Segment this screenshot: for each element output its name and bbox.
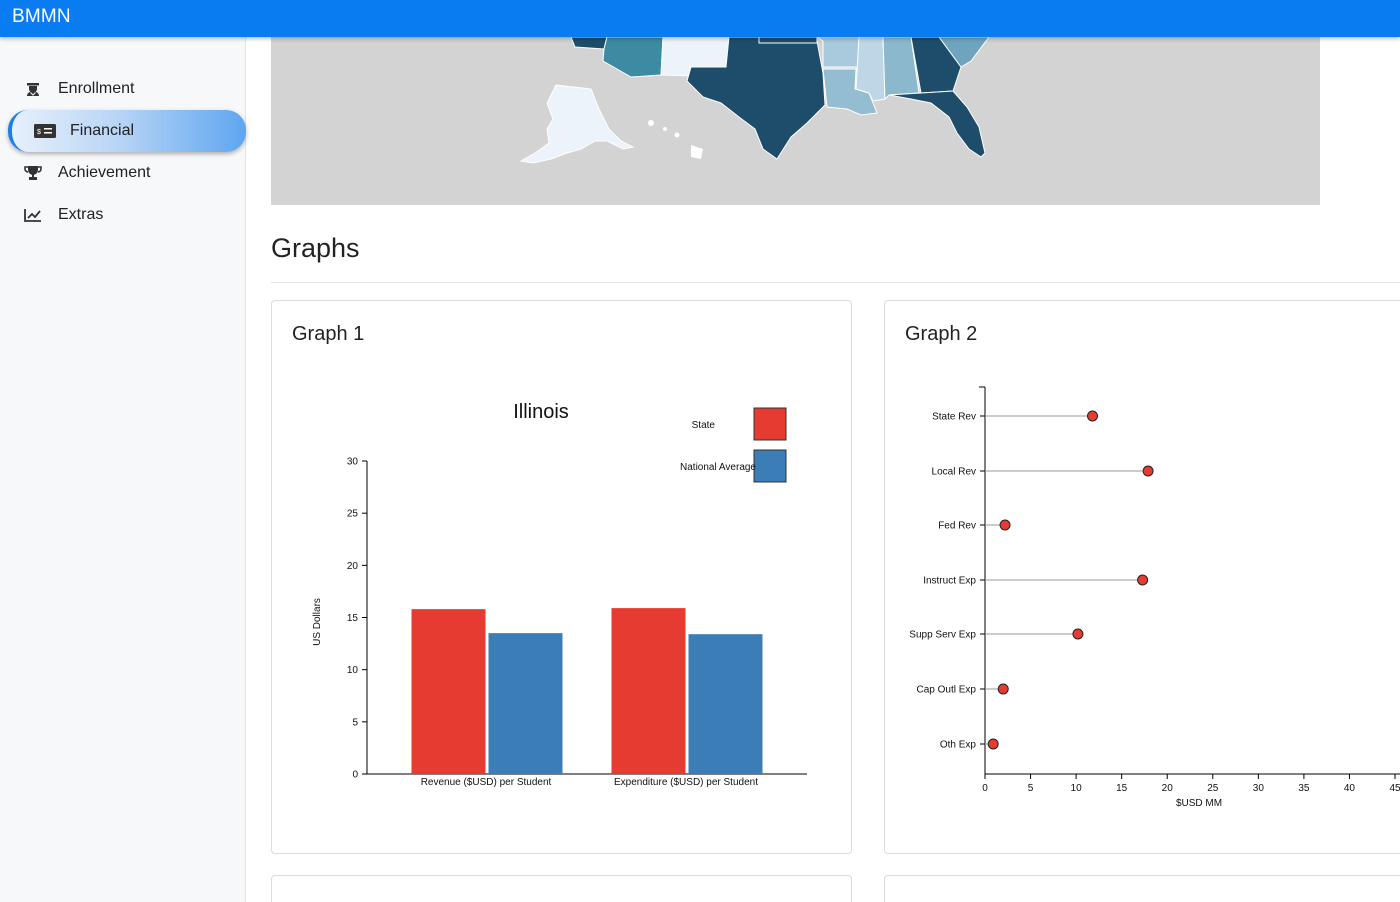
x-axis-label: $USD MM xyxy=(1176,798,1222,809)
legend-label: National Average xyxy=(680,462,756,473)
map-state xyxy=(822,68,878,116)
graph1-card: Graph 1 0 5 10 15 20 25 30 Revenue ($USD) per S… xyxy=(271,300,852,854)
bar-state-0[interactable] xyxy=(411,609,486,774)
trophy-icon xyxy=(22,164,44,182)
sidebar-item-label: Extras xyxy=(58,206,104,223)
y-tick-label: 0 xyxy=(352,770,358,781)
y-tick-label: 20 xyxy=(347,561,359,572)
map-state-hawaii xyxy=(663,127,667,131)
x-tick-label: Revenue ($USD) per Student xyxy=(421,777,552,788)
sidebar-item-financial[interactable]: $ Financial xyxy=(8,110,246,152)
map-state xyxy=(758,37,818,44)
y-tick-label: 25 xyxy=(347,509,359,520)
sidebar-item-label: Achievement xyxy=(58,164,151,181)
y-tick-label: Oth Exp xyxy=(940,740,977,751)
y-tick-label: 10 xyxy=(347,665,359,676)
sidebar: Enrollment $ Financial Achievement Extra… xyxy=(0,37,246,902)
lollipop-point-3[interactable] xyxy=(1137,574,1149,586)
sidebar-item-enrollment[interactable]: Enrollment xyxy=(8,68,246,110)
map-state xyxy=(888,90,986,158)
legend-swatch xyxy=(753,407,787,441)
y-tick-label: 30 xyxy=(347,457,359,468)
map-state-hawaii xyxy=(674,132,680,138)
map-state xyxy=(570,37,608,50)
app-bar: BMMN xyxy=(0,0,1400,37)
map-state xyxy=(816,37,860,68)
map-state xyxy=(855,37,886,102)
graph4-card xyxy=(884,875,1400,902)
y-tick-label: Local Rev xyxy=(932,467,976,478)
sidebar-item-label: Financial xyxy=(70,122,135,139)
y-tick-label: State Rev xyxy=(932,412,976,423)
graph2-card: Graph 2 0 5 10 15 20 25 30 35 40 45 State Rev Local… xyxy=(884,300,1400,854)
main-content: Graphs Graph 1 0 5 10 15 20 25 30 Revenue ($USD… xyxy=(246,37,1400,902)
lollipop-point-2[interactable] xyxy=(999,519,1011,531)
us-choropleth-map[interactable] xyxy=(271,37,1320,205)
map-state-hawaii xyxy=(691,145,703,159)
lollipop-point-6[interactable] xyxy=(987,738,999,750)
graph1-title: Graph 1 xyxy=(292,323,365,345)
y-tick-label: Cap Outl Exp xyxy=(917,685,977,696)
bar-national-0[interactable] xyxy=(488,633,563,774)
app-title[interactable]: BMMN xyxy=(12,6,71,27)
x-tick-label: 5 xyxy=(1028,783,1034,794)
x-tick-label: 0 xyxy=(982,783,988,794)
x-tick-label: 40 xyxy=(1344,783,1356,794)
lollipop-point-5[interactable] xyxy=(997,683,1009,695)
map-state xyxy=(602,37,664,78)
map-svg xyxy=(519,37,990,164)
chart-line-icon xyxy=(22,206,44,224)
legend-swatch xyxy=(753,449,787,483)
lollipop-point-4[interactable] xyxy=(1072,628,1084,640)
y-tick-label: 15 xyxy=(347,613,359,624)
y-tick-label: Fed Rev xyxy=(938,521,976,532)
sidebar-item-label: Enrollment xyxy=(58,80,135,97)
map-state-hawaii xyxy=(648,120,654,126)
bar-state-1[interactable] xyxy=(611,608,686,774)
y-tick-label: Supp Serv Exp xyxy=(909,630,976,641)
y-axis-label: US Dollars xyxy=(312,598,323,646)
chart-title: Illinois xyxy=(513,401,569,423)
divider xyxy=(271,282,1400,283)
x-tick-label: 35 xyxy=(1298,783,1310,794)
x-tick-label: 25 xyxy=(1207,783,1219,794)
x-tick-label: 15 xyxy=(1116,783,1128,794)
svg-text:$: $ xyxy=(37,129,41,136)
money-bill-icon: $ xyxy=(34,122,56,140)
sidebar-item-achievement[interactable]: Achievement xyxy=(8,152,246,194)
map-state-alaska xyxy=(519,84,635,164)
x-tick-label: 45 xyxy=(1389,783,1400,794)
y-tick-label: 5 xyxy=(352,717,358,728)
lollipop-point-1[interactable] xyxy=(1142,465,1154,477)
section-title-graphs: Graphs xyxy=(271,233,360,263)
map-state xyxy=(910,37,962,94)
graph1-chart[interactable]: 0 5 10 15 20 25 30 Revenue ($USD) per Student Ex… xyxy=(272,301,851,853)
graph3-card xyxy=(271,875,852,902)
graph2-title: Graph 2 xyxy=(905,323,978,345)
x-tick-label: Expenditure ($USD) per Student xyxy=(614,777,758,788)
graduate-icon xyxy=(22,80,44,98)
legend-label: State xyxy=(692,420,716,431)
graph2-chart[interactable]: 0 5 10 15 20 25 30 35 40 45 State Rev Local Rev Fed … xyxy=(885,301,1400,853)
lollipop-point-0[interactable] xyxy=(1087,410,1099,422)
bar-national-1[interactable] xyxy=(688,634,763,774)
x-tick-label: 20 xyxy=(1162,783,1174,794)
sidebar-item-extras[interactable]: Extras xyxy=(8,194,246,236)
x-tick-label: 30 xyxy=(1253,783,1265,794)
x-tick-label: 10 xyxy=(1071,783,1083,794)
y-tick-label: Instruct Exp xyxy=(923,576,976,587)
map-state xyxy=(938,37,990,68)
